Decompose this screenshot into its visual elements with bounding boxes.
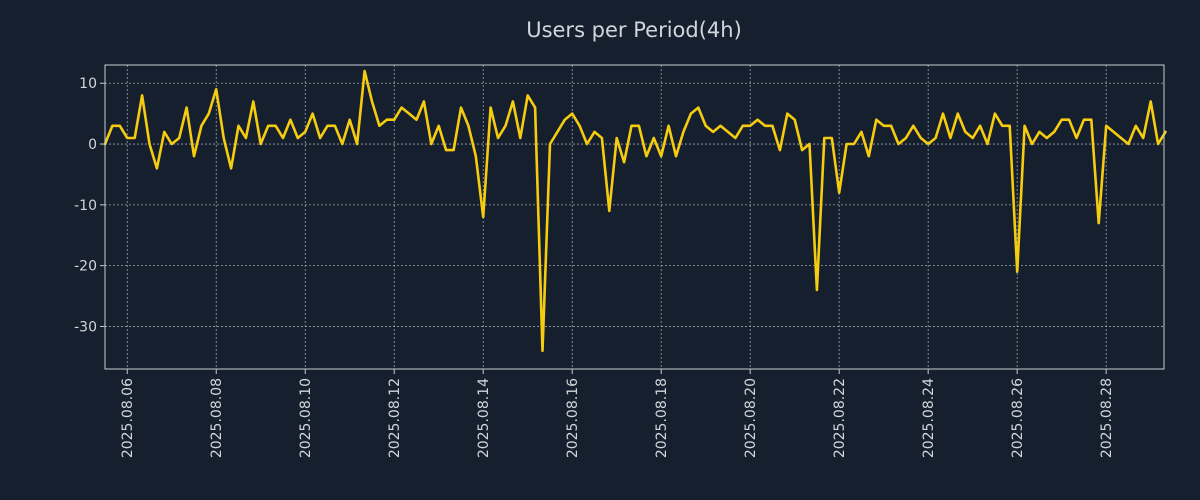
x-tick-label: 2025.08.24 [921, 378, 937, 458]
x-tick-label: 2025.08.22 [832, 378, 848, 458]
x-tick-label: 2025.08.26 [1010, 378, 1026, 458]
x-tick-label: 2025.08.08 [209, 378, 225, 458]
series-line [103, 69, 1167, 353]
y-tick-label: 10 [79, 76, 97, 92]
x-tick-label: 2025.08.16 [565, 378, 581, 458]
x-tick-label: 2025.08.10 [298, 378, 314, 458]
y-tick-label: -20 [74, 259, 97, 275]
chart-title: Users per Period(4h) [526, 18, 742, 42]
y-tick-label: 0 [88, 137, 97, 153]
x-tick-label: 2025.08.18 [654, 378, 670, 458]
grid [105, 65, 1164, 369]
x-tick-label: 2025.08.06 [120, 378, 136, 458]
series-group [103, 69, 1167, 353]
y-tick-label: -10 [74, 198, 97, 214]
y-axis-ticks: 10 0 -10 -20 -30 [74, 76, 105, 335]
x-axis-ticks: 2025.08.06 2025.08.08 2025.08.10 2025.08.12… [120, 369, 1115, 458]
x-tick-label: 2025.08.14 [476, 378, 492, 458]
x-tick-label: 2025.08.28 [1099, 378, 1115, 458]
x-tick-label: 2025.08.12 [387, 378, 403, 458]
y-tick-label: -30 [74, 319, 97, 335]
plot-frame [104, 64, 1165, 370]
x-tick-label: 2025.08.20 [743, 378, 759, 458]
